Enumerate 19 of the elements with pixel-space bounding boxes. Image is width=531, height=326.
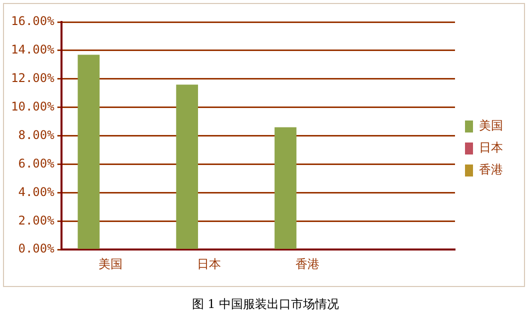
y-tick-label: 6.00%: [18, 156, 56, 170]
y-tick-label: 12.00%: [10, 71, 56, 86]
x-tick-label: 香港: [295, 256, 320, 271]
y-tick-label: 14.00%: [10, 42, 56, 57]
bar: [78, 54, 100, 249]
x-tick-label: 日本: [196, 256, 221, 271]
y-tick-label: 2.00%: [18, 213, 56, 228]
legend-label: 美国: [479, 118, 503, 133]
x-tick-label: 美国: [98, 256, 123, 271]
y-tick-label: 4.00%: [18, 184, 56, 199]
y-tick-label: 16.00%: [10, 14, 56, 28]
y-tick-label: 0.00%: [18, 242, 56, 256]
bar: [176, 84, 198, 249]
caption: 图 1 中国服装出口市场情况: [190, 296, 340, 313]
y-tick-label: 8.00%: [18, 128, 56, 142]
legend-label: 日本: [479, 140, 503, 155]
bar: [274, 127, 296, 249]
y-tick-label: 10.00%: [10, 99, 56, 114]
legend-label: 香港: [479, 162, 503, 177]
